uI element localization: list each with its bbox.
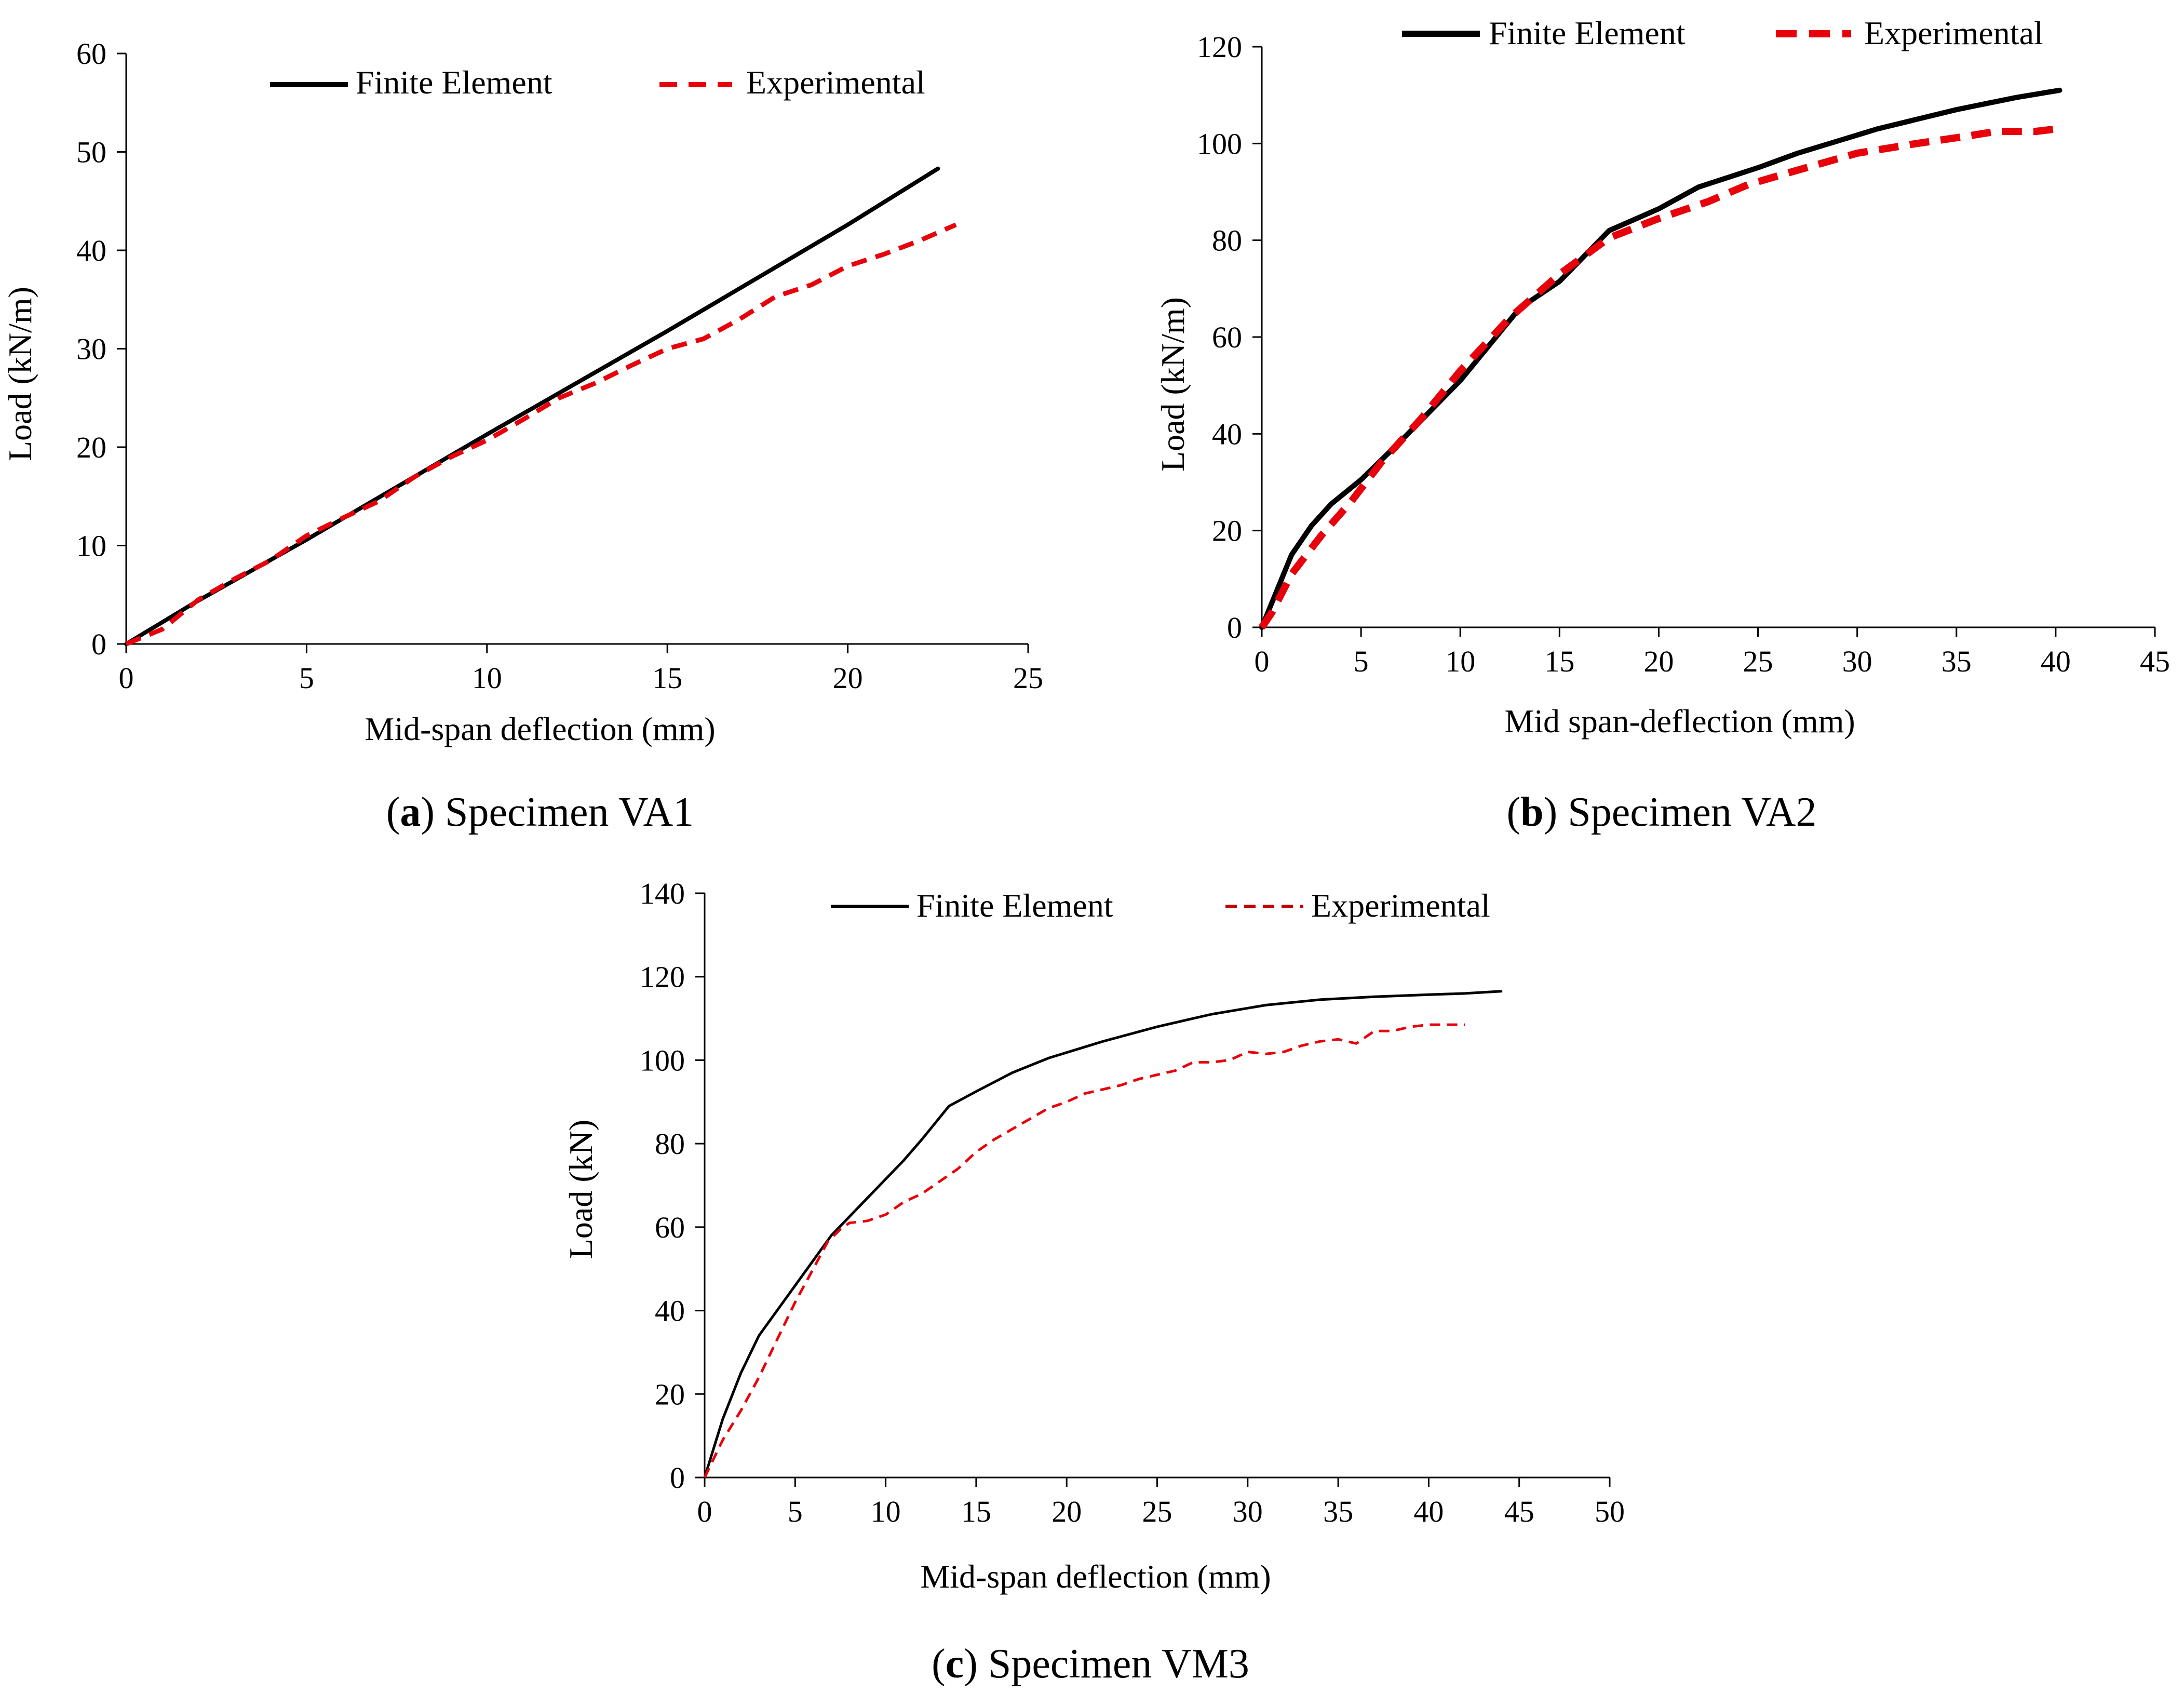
x-tick-label: 10 (1445, 644, 1475, 678)
x-tick-label: 40 (1413, 1495, 1444, 1528)
panel-b-caption-letter: b (1520, 789, 1544, 835)
panel-a-grid-and-ticks: 0 5 10 15 20 25 0 10 20 30 40 50 60 (76, 37, 1043, 695)
panel-c-caption-letter: c (946, 1641, 964, 1687)
panel-a-legend: Finite Element Experimental (270, 64, 925, 101)
series-line-experimental (125, 222, 957, 647)
panel-a-y-axis-label: Load (kN/m) (2, 287, 38, 461)
x-tick-label: 35 (1323, 1495, 1353, 1528)
x-tick-label: 20 (1643, 644, 1674, 678)
y-tick-label: 140 (640, 877, 685, 910)
x-tick-label: 45 (2140, 644, 2170, 678)
x-tick-label: 20 (833, 661, 863, 695)
panel-c-caption-text: ) Specimen VM3 (964, 1641, 1249, 1687)
x-tick-label: 35 (1942, 644, 1972, 678)
y-tick-label: 80 (655, 1127, 685, 1161)
panel-c-y-axis-label: Load (kN) (562, 1120, 599, 1259)
legend-label-experimental: Experimental (1864, 15, 2043, 51)
panel-b-x-axis-label: Mid span-deflection (mm) (1504, 703, 1855, 740)
series-line-finite-element (703, 990, 1503, 1479)
panel-c-caption: (c) Specimen VM3 (932, 1641, 1249, 1687)
legend-label-experimental: Experimental (1311, 887, 1490, 924)
x-tick-label: 50 (1595, 1495, 1625, 1528)
series-line-experimental (703, 1023, 1465, 1479)
y-tick-label: 20 (1212, 514, 1242, 548)
x-tick-label: 30 (1842, 644, 1872, 678)
x-tick-label: 5 (299, 661, 314, 695)
x-tick-label: 45 (1504, 1495, 1534, 1528)
panel-b-caption: (b) Specimen VA2 (1506, 789, 1816, 835)
panel-a-caption: (a) Specimen VA1 (386, 789, 694, 835)
series-line-finite-element (1259, 87, 2062, 630)
panel-c-plot-area (703, 990, 1503, 1479)
legend-label-finite-element: Finite Element (916, 887, 1113, 924)
series-line-experimental (1259, 125, 2056, 629)
x-tick-label: 25 (1743, 644, 1773, 678)
panel-a-plot-area (124, 166, 957, 647)
y-tick-label: 100 (1197, 127, 1242, 160)
x-tick-label: 5 (788, 1495, 803, 1528)
panel-b-grid-and-ticks: 0 5 10 15 20 25 30 35 40 45 0 20 40 60 80 100 120 (1197, 30, 2170, 678)
legend-label-finite-element: Finite Element (356, 64, 552, 101)
x-tick-label: 0 (697, 1495, 712, 1528)
x-tick-label: 0 (1255, 644, 1270, 678)
panel-a-caption-letter: a (400, 789, 421, 835)
x-tick-label: 0 (119, 661, 134, 695)
y-tick-label: 120 (1197, 30, 1242, 64)
panel-b-caption-text: ) Specimen VA2 (1544, 789, 1817, 835)
panel-b-y-axis-label: Load (kN/m) (1154, 297, 1191, 472)
y-tick-label: 120 (640, 960, 685, 994)
x-tick-label: 15 (961, 1495, 991, 1528)
x-tick-label: 15 (1544, 644, 1574, 678)
series-line-finite-element (124, 166, 940, 646)
x-tick-label: 25 (1013, 661, 1043, 695)
panel-c-grid-and-ticks: 0 5 10 15 20 25 30 35 40 45 50 0 20 40 60 80 100 120 140 (640, 877, 1625, 1528)
y-tick-label: 60 (76, 37, 106, 71)
panel-b: 0 5 10 15 20 25 30 35 40 45 0 20 40 60 80 100 120 Finite… (1154, 15, 2170, 835)
y-tick-label: 100 (640, 1043, 685, 1077)
legend-label-experimental: Experimental (746, 64, 925, 101)
x-tick-label: 30 (1233, 1495, 1263, 1528)
panel-a-x-axis-label: Mid-span deflection (mm) (365, 710, 715, 747)
y-tick-label: 20 (76, 431, 106, 464)
y-tick-label: 40 (655, 1294, 685, 1328)
panel-c-legend: Finite Element Experimental (831, 887, 1490, 924)
panel-c: 0 5 10 15 20 25 30 35 40 45 50 0 20 40 60 80 100 120 140 F… (562, 877, 1625, 1687)
panel-a-caption-text: ) Specimen VA1 (421, 789, 694, 835)
x-tick-label: 20 (1051, 1495, 1082, 1528)
y-tick-label: 60 (1212, 320, 1242, 354)
x-tick-label: 25 (1142, 1495, 1172, 1528)
y-tick-label: 40 (76, 234, 106, 267)
x-tick-label: 10 (871, 1495, 901, 1528)
y-tick-label: 30 (76, 332, 106, 366)
panel-c-x-axis-label: Mid-span deflection (mm) (920, 1558, 1271, 1595)
y-tick-label: 0 (91, 627, 106, 661)
panel-a: 0 5 10 15 20 25 0 10 20 30 40 50 60 Finite Element E… (2, 37, 1043, 835)
y-tick-label: 40 (1212, 417, 1242, 451)
x-tick-label: 15 (652, 661, 682, 695)
y-tick-label: 20 (655, 1377, 685, 1411)
x-tick-label: 40 (2041, 644, 2071, 678)
x-tick-label: 5 (1354, 644, 1369, 678)
y-tick-label: 0 (1227, 611, 1242, 644)
legend-label-finite-element: Finite Element (1489, 15, 1686, 51)
y-tick-label: 0 (670, 1461, 685, 1495)
y-tick-label: 10 (76, 529, 106, 563)
y-tick-label: 60 (655, 1211, 685, 1244)
y-tick-label: 80 (1212, 224, 1242, 258)
panel-b-legend: Finite Element Experimental (1402, 15, 2043, 51)
x-tick-label: 10 (472, 661, 502, 695)
panel-b-plot-area (1259, 87, 2062, 630)
y-tick-label: 50 (76, 136, 106, 169)
